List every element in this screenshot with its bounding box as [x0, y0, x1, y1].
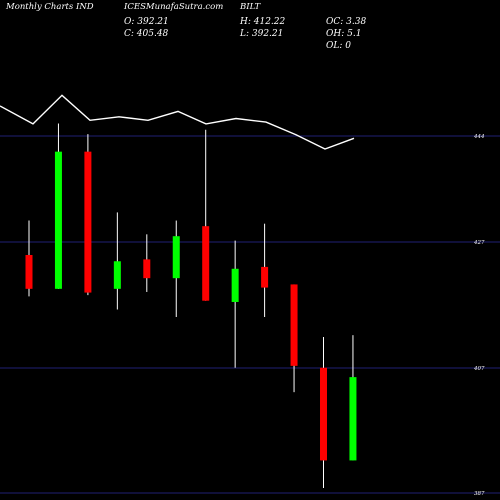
- candle-body-down: [290, 284, 298, 366]
- candle: [349, 335, 357, 461]
- candle-body-down: [143, 259, 151, 279]
- candles: [25, 123, 357, 488]
- candle: [172, 220, 180, 318]
- candle-body-up: [113, 261, 121, 289]
- candle: [25, 220, 33, 297]
- symbol-label: BILT: [239, 2, 262, 12]
- source-label: ICESMunafaSutra.com: [123, 2, 223, 12]
- candle-body-down: [202, 226, 210, 301]
- grid-layer: [0, 135, 500, 494]
- candle: [261, 223, 269, 318]
- candle: [320, 337, 327, 488]
- candle-body-up: [54, 151, 62, 289]
- candle: [290, 284, 298, 393]
- candle: [202, 129, 210, 301]
- y-tick-label: 427: [473, 240, 485, 246]
- candle: [113, 212, 121, 310]
- trend-line: [0, 94, 355, 150]
- open-low-diff: OL: 0: [326, 41, 351, 51]
- candle-body-up: [349, 377, 357, 461]
- y-tick-label: 387: [474, 491, 485, 497]
- candle: [231, 240, 239, 368]
- candle-body-up: [172, 236, 180, 279]
- candle: [84, 134, 92, 296]
- candle-body-down: [320, 367, 327, 461]
- candle-body-down: [261, 266, 269, 288]
- open-value: O: 392.21: [124, 17, 169, 27]
- open-close-diff: OC: 3.38: [326, 17, 366, 27]
- candle: [143, 234, 151, 292]
- y-tick-label: 444: [473, 134, 485, 140]
- candle-body-down: [84, 151, 92, 293]
- y-tick-labels: 444 427 407 387: [473, 134, 485, 497]
- open-high-diff: OH: 5.1: [326, 29, 361, 39]
- close-value: C: 405.48: [124, 29, 169, 39]
- chart-period-label: Monthly Charts IND: [5, 2, 94, 12]
- candle-body-down: [25, 255, 33, 289]
- low-value: L: 392.21: [239, 29, 283, 39]
- y-tick-label: 407: [473, 366, 485, 372]
- candle-body-up: [231, 268, 239, 302]
- candle: [54, 123, 62, 289]
- high-value: H: 412.22: [239, 17, 286, 27]
